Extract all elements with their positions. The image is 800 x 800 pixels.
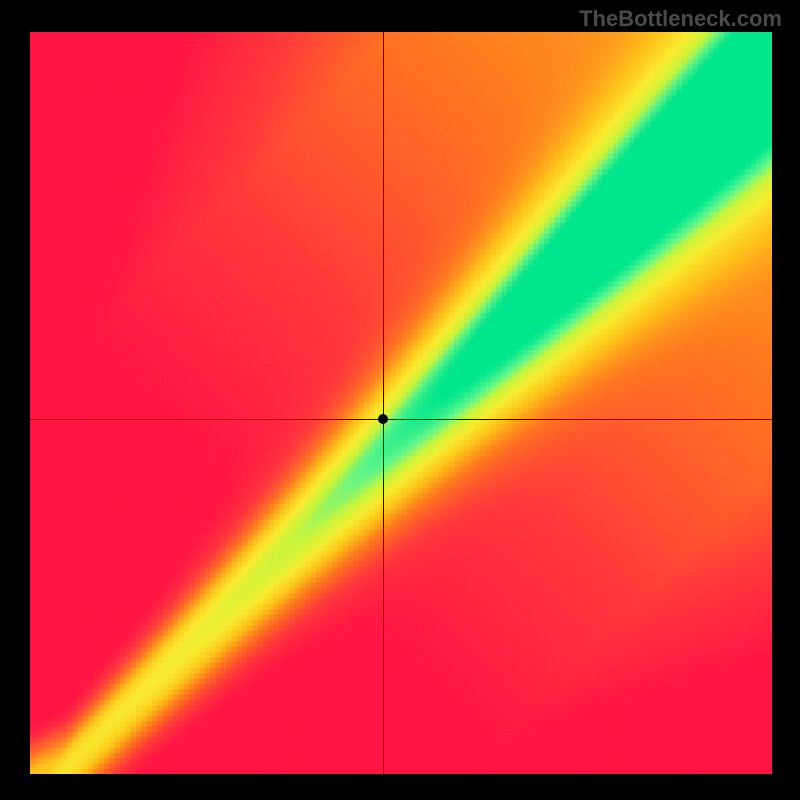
crosshair-vertical bbox=[383, 32, 384, 774]
watermark-text: TheBottleneck.com bbox=[579, 6, 782, 32]
crosshair-horizontal bbox=[30, 419, 772, 420]
heatmap-canvas bbox=[30, 32, 772, 774]
crosshair-marker bbox=[378, 414, 388, 424]
bottleneck-heatmap bbox=[30, 32, 772, 774]
